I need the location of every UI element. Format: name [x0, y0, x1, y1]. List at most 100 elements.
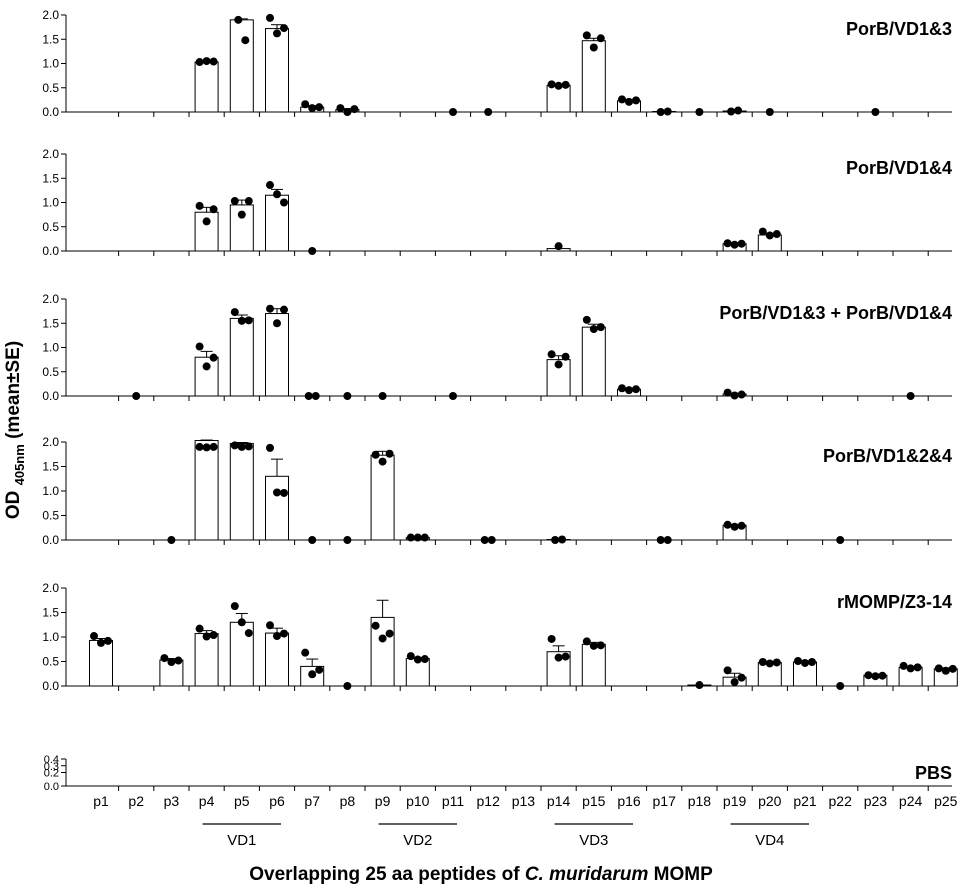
data-point: [195, 201, 204, 210]
data-point: [202, 362, 211, 371]
y-tick-label: 2.0: [42, 8, 59, 22]
data-point: [765, 108, 774, 116]
bar: [194, 440, 219, 541]
data-point: [723, 666, 732, 675]
y-tick-label: 1.0: [42, 341, 59, 355]
panel-title: PorB/VD1&4: [846, 158, 952, 178]
data-point: [730, 391, 739, 400]
data-point: [934, 664, 943, 673]
y-tick-label: 0.0: [42, 105, 59, 119]
data-point: [554, 81, 563, 90]
data-point: [280, 198, 288, 207]
x-tick-label: p16: [617, 793, 641, 809]
x-tick-label: p22: [829, 793, 853, 809]
data-point: [794, 657, 802, 666]
data-point: [836, 536, 845, 544]
y-tick-label: 0.5: [42, 81, 59, 95]
panel-4: 0.0 0.5 1.0 1.5 2.0 PorB/VD1&2&4: [42, 435, 952, 547]
data-point: [167, 657, 176, 666]
data-point: [308, 670, 317, 679]
x-tick-label: p17: [653, 793, 677, 809]
data-point: [273, 190, 281, 199]
y-tick-label: 0.4: [44, 754, 59, 766]
y-tick-label: 0.0: [44, 781, 59, 793]
x-tick-label: p10: [406, 793, 430, 809]
y-tick-label: 0.0: [42, 244, 59, 258]
data-point: [266, 13, 274, 22]
data-point: [871, 108, 880, 116]
data-point: [104, 636, 112, 645]
data-point: [343, 392, 352, 400]
y-tick-label: 1.0: [42, 196, 59, 210]
data-point: [167, 536, 176, 544]
y-axis: [61, 298, 67, 397]
data-point: [97, 638, 105, 647]
data-point: [237, 210, 246, 219]
data-point: [195, 624, 204, 633]
data-point: [174, 656, 183, 665]
data-point: [663, 536, 672, 544]
data-point: [244, 629, 253, 638]
x-tick-label: p9: [375, 793, 391, 809]
data-point: [202, 57, 211, 66]
data-point: [487, 536, 496, 544]
panel-title: PorB/VD1&3: [846, 19, 952, 39]
data-point: [230, 308, 239, 317]
x-tick-label: p23: [864, 793, 888, 809]
data-point: [449, 392, 457, 400]
bar: [194, 633, 219, 687]
x-tick-label: p20: [758, 793, 782, 809]
data-point: [266, 621, 274, 630]
data-point: [273, 488, 281, 497]
x-tick-labels: p1 p2 p3 p4 p5 p6 p7 p8 p9 p10 p11 p12 p13 p14 p15 p16 p…: [93, 793, 957, 809]
x-axis-label: Overlapping 25 aa peptides of C. muridar…: [0, 864, 962, 886]
data-point: [308, 536, 317, 544]
bar: [229, 19, 254, 113]
data-point: [695, 681, 704, 690]
data-point: [948, 664, 957, 673]
region-label: VD2: [403, 832, 432, 849]
x-tick-label: p15: [582, 793, 606, 809]
data-point: [737, 239, 746, 248]
data-point: [758, 227, 767, 236]
data-point: [547, 634, 556, 643]
data-point: [266, 304, 274, 313]
data-point: [596, 323, 605, 332]
x-tick-label: p1: [93, 793, 109, 809]
y-axis: [61, 758, 67, 787]
data-point: [554, 360, 563, 369]
data-point: [209, 442, 218, 451]
data-point: [723, 388, 732, 397]
data-point: [237, 442, 246, 451]
data-point: [656, 108, 665, 116]
data-point: [723, 239, 732, 248]
data-point: [406, 652, 415, 661]
y-tick-label: 0.0: [42, 533, 59, 547]
data-point: [864, 671, 873, 680]
data-point: [730, 522, 739, 531]
y-axis-label: OD 405nm (mean±SE): [3, 341, 27, 519]
data-point: [618, 384, 626, 393]
data-point: [582, 315, 591, 324]
y-tick-label: 0.5: [42, 220, 59, 234]
bar: [581, 326, 606, 397]
bar: [89, 639, 113, 687]
data-point: [273, 29, 281, 38]
data-point: [554, 653, 563, 662]
data-point: [280, 305, 288, 314]
data-point: [734, 106, 743, 115]
y-tick-labels: 0.0 0.5 1.0 1.5 2.0: [42, 8, 59, 119]
data-point: [899, 661, 908, 670]
y-tick-label: 0.0: [42, 389, 59, 403]
region-label: VD1: [227, 832, 256, 849]
x-tick-label: p5: [234, 793, 250, 809]
data-point: [480, 536, 489, 544]
data-point: [308, 247, 317, 255]
y-tick-label: 0.3: [44, 761, 59, 773]
x-tick-label: p2: [128, 793, 144, 809]
y-tick-label: 1.5: [42, 460, 59, 474]
data-point: [413, 655, 422, 664]
data-point: [202, 217, 211, 226]
y-tick-label: 1.0: [42, 484, 59, 498]
data-point: [209, 353, 218, 362]
